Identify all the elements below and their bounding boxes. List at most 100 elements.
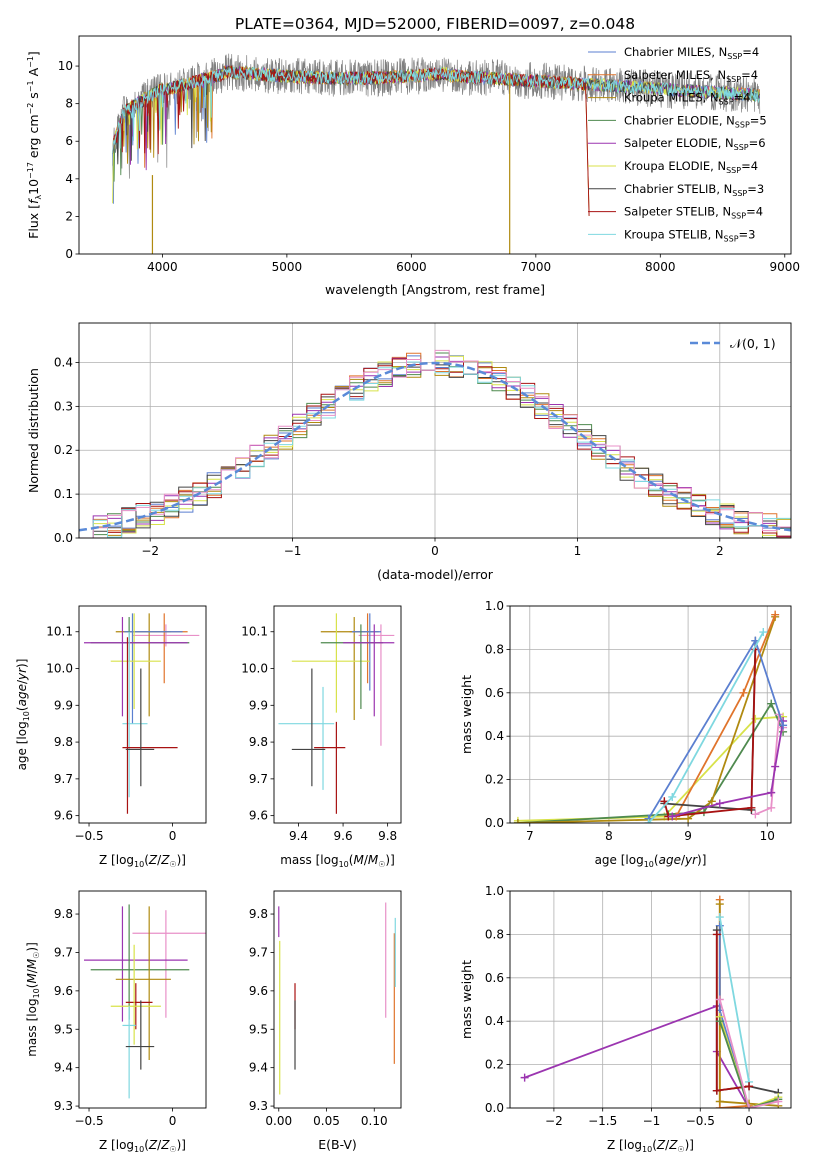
y-tick-label: 10.1 — [46, 625, 73, 639]
weight-marker — [715, 995, 724, 1004]
x-tick-label: 7 — [526, 829, 534, 843]
weight-marker — [513, 819, 522, 823]
y-tick-label: 9.4 — [249, 1061, 268, 1075]
y-tick-label: 9.8 — [54, 735, 73, 749]
y-tick-label: 9.8 — [249, 907, 268, 921]
x-tick-label: 2 — [716, 544, 724, 558]
weight-line — [517, 715, 784, 822]
x-tick-label: −1.5 — [588, 1114, 617, 1128]
y-axis-label: mass [log10(M/M☉)] — [25, 942, 41, 1057]
y-tick-label: 0.2 — [54, 443, 73, 457]
mass_vs_Z-frame — [78, 890, 207, 1109]
weight-marker — [771, 762, 780, 771]
y-tick-label: 0.1 — [54, 487, 73, 501]
y-tick-label: 0.6 — [485, 686, 504, 700]
weight-line — [517, 701, 784, 823]
weight-marker — [712, 930, 721, 939]
y-tick-label: 9.9 — [54, 698, 73, 712]
legend-entry: Kroupa ELODIE, NSSP=4 — [624, 159, 758, 175]
weight-line — [663, 649, 757, 818]
weight-marker — [660, 797, 669, 806]
y-tick-label: 10.1 — [241, 625, 268, 639]
y-tick-label: 9.8 — [249, 735, 268, 749]
x-tick-label: 0 — [169, 829, 177, 843]
y-tick-label: 0.2 — [485, 1058, 504, 1072]
legend-entry: Salpeter MILES, NSSP=4 — [624, 68, 758, 84]
legend-entry: 𝒩(0, 1) — [730, 336, 776, 351]
y-axis-label: mass weight — [459, 960, 474, 1039]
y-tick-label: 9.3 — [54, 1099, 73, 1113]
mass_weight_vs_Z-series — [520, 895, 783, 1108]
x-tick-label: 0 — [431, 544, 439, 558]
mass_weight_vs_age-series — [513, 610, 788, 823]
y-tick-label: 10 — [58, 59, 73, 73]
x-tick-label: 0.05 — [313, 1114, 340, 1128]
weight-marker — [668, 812, 677, 821]
weight-marker — [767, 699, 776, 708]
x-tick-label: 9.8 — [378, 829, 397, 843]
y-axis-label: mass weight — [459, 675, 474, 754]
x-tick-label: 9.6 — [334, 829, 353, 843]
y-tick-label: 9.7 — [249, 772, 268, 786]
y-tick-label: 0.0 — [485, 1101, 504, 1115]
weight-marker — [771, 610, 780, 619]
y-tick-label: 9.8 — [54, 907, 73, 921]
weight-line — [672, 720, 784, 818]
y-tick-label: 0 — [65, 247, 73, 261]
x-tick-label: 0.00 — [265, 1114, 292, 1128]
weight-marker — [668, 792, 677, 801]
mass_vs_Z-errorbars — [84, 904, 206, 1099]
weight-marker — [712, 1086, 721, 1095]
x-tick-label: 1 — [574, 544, 582, 558]
spectrum-lines — [112, 53, 761, 254]
legend-entry: Chabrier MILES, NSSP=4 — [624, 45, 759, 61]
y-axis-label: Flux [fλ10−17 erg cm−2 s−1 A−1] — [26, 51, 43, 239]
y-tick-label: 9.6 — [249, 809, 268, 823]
age_vs_mass-frame — [273, 605, 402, 824]
x-axis-label: wavelength [Angstrom, rest frame] — [325, 282, 545, 297]
y-tick-label: 9.5 — [54, 1022, 73, 1036]
x-tick-label: 9000 — [770, 260, 801, 274]
weight-marker — [745, 1104, 754, 1108]
weight-marker — [759, 628, 768, 637]
weight-marker — [715, 921, 724, 930]
x-tick-label: 9 — [684, 829, 692, 843]
y-tick-label: 9.6 — [249, 984, 268, 998]
mass_vs_EBV-axes: 0.00 0.05 0.10 9.3 9.4 9.5 9.6 9.7 9.8 — [249, 907, 388, 1128]
weight-marker — [684, 814, 693, 823]
x-axis-label: mass [log10(M/M☉)] — [280, 853, 395, 869]
y-tick-label: 9.4 — [54, 1061, 73, 1075]
weight-line — [675, 614, 777, 817]
x-tick-label: 0 — [745, 1114, 753, 1128]
legend-entry: Chabrier ELODIE, NSSP=5 — [624, 113, 767, 129]
age_vs_Z-errorbars — [84, 613, 200, 814]
age_vs_mass-axes: 9.4 9.6 9.8 9.6 9.7 9.8 9.9 10.0 10.1 — [241, 625, 397, 843]
weight-marker — [520, 1073, 529, 1082]
x-tick-label: −2 — [545, 1114, 563, 1128]
mass_vs_EBV-errorbars — [278, 902, 396, 1095]
weight-line — [755, 714, 784, 816]
y-axis-label: age [log10(age/yr)] — [15, 659, 31, 771]
x-tick-label: 0.10 — [361, 1114, 388, 1128]
x-axis-label: Z [log10(Z/Z☉)] — [607, 1138, 694, 1154]
mass_weight_vs_age-axes: 7 8 9 10 0.0 0.2 0.4 0.6 0.8 1.0 — [485, 599, 791, 843]
mass_weight_vs_Z-frame — [509, 890, 792, 1109]
weight-line — [517, 616, 777, 823]
weight-marker — [715, 1017, 724, 1026]
y-tick-label: 9.6 — [54, 984, 73, 998]
age_vs_mass-errorbars — [278, 613, 395, 814]
y-tick-label: 0.3 — [54, 399, 73, 413]
x-tick-label: −1 — [643, 1114, 661, 1128]
residuals-frame — [78, 322, 792, 539]
y-tick-label: 8 — [65, 97, 73, 111]
weight-marker — [707, 797, 716, 806]
x-axis-label: (data-model)/error — [377, 567, 494, 582]
y-tick-label: 1.0 — [485, 884, 504, 898]
weight-marker — [767, 788, 776, 797]
y-tick-label: 10.0 — [241, 662, 268, 676]
y-tick-label: 2 — [65, 209, 73, 223]
x-axis-label: Z [log10(Z/Z☉)] — [99, 1138, 186, 1154]
normal-curve — [79, 361, 791, 532]
x-tick-label: 8 — [605, 829, 613, 843]
